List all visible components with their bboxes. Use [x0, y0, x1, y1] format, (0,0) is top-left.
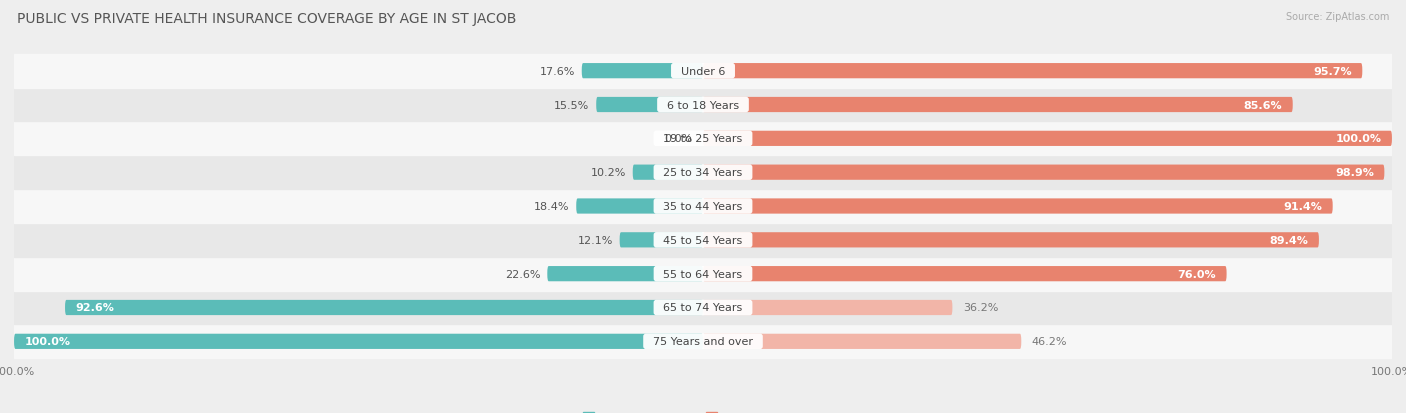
FancyBboxPatch shape — [547, 266, 703, 282]
FancyBboxPatch shape — [703, 131, 1392, 147]
Text: PUBLIC VS PRIVATE HEALTH INSURANCE COVERAGE BY AGE IN ST JACOB: PUBLIC VS PRIVATE HEALTH INSURANCE COVER… — [17, 12, 516, 26]
FancyBboxPatch shape — [703, 165, 1385, 180]
Bar — [14, 156, 1392, 190]
FancyBboxPatch shape — [596, 97, 703, 113]
Text: 15.5%: 15.5% — [554, 100, 589, 110]
FancyBboxPatch shape — [703, 64, 1362, 79]
Text: 65 to 74 Years: 65 to 74 Years — [657, 303, 749, 313]
Text: 12.1%: 12.1% — [578, 235, 613, 245]
FancyBboxPatch shape — [703, 97, 1292, 113]
Text: 25 to 34 Years: 25 to 34 Years — [657, 168, 749, 178]
Text: 100.0%: 100.0% — [24, 337, 70, 347]
FancyBboxPatch shape — [633, 165, 703, 180]
FancyBboxPatch shape — [620, 233, 703, 248]
Bar — [14, 122, 1392, 156]
Text: 36.2%: 36.2% — [963, 303, 998, 313]
Text: 55 to 64 Years: 55 to 64 Years — [657, 269, 749, 279]
Text: 17.6%: 17.6% — [540, 66, 575, 76]
Text: 45 to 54 Years: 45 to 54 Years — [657, 235, 749, 245]
Text: Source: ZipAtlas.com: Source: ZipAtlas.com — [1285, 12, 1389, 22]
Text: 92.6%: 92.6% — [76, 303, 114, 313]
Text: 19 to 25 Years: 19 to 25 Years — [657, 134, 749, 144]
FancyBboxPatch shape — [703, 233, 1319, 248]
FancyBboxPatch shape — [703, 199, 1333, 214]
Text: 46.2%: 46.2% — [1032, 337, 1067, 347]
Text: Under 6: Under 6 — [673, 66, 733, 76]
Bar — [14, 88, 1392, 122]
Text: 91.4%: 91.4% — [1284, 202, 1323, 211]
Text: 22.6%: 22.6% — [505, 269, 540, 279]
FancyBboxPatch shape — [703, 334, 1021, 349]
Bar — [14, 55, 1392, 88]
Bar — [14, 223, 1392, 257]
Bar — [14, 257, 1392, 291]
Text: 89.4%: 89.4% — [1270, 235, 1309, 245]
FancyBboxPatch shape — [703, 300, 952, 316]
FancyBboxPatch shape — [582, 64, 703, 79]
FancyBboxPatch shape — [703, 266, 1226, 282]
FancyBboxPatch shape — [14, 334, 703, 349]
Bar — [14, 190, 1392, 223]
Text: 18.4%: 18.4% — [534, 202, 569, 211]
FancyBboxPatch shape — [65, 300, 703, 316]
Text: 76.0%: 76.0% — [1178, 269, 1216, 279]
Text: 10.2%: 10.2% — [591, 168, 626, 178]
Text: 35 to 44 Years: 35 to 44 Years — [657, 202, 749, 211]
Legend: Public Insurance, Private Insurance: Public Insurance, Private Insurance — [579, 408, 827, 413]
Text: 85.6%: 85.6% — [1244, 100, 1282, 110]
Text: 75 Years and over: 75 Years and over — [645, 337, 761, 347]
FancyBboxPatch shape — [576, 199, 703, 214]
Bar — [14, 325, 1392, 358]
Bar — [14, 291, 1392, 325]
Text: 6 to 18 Years: 6 to 18 Years — [659, 100, 747, 110]
Text: 95.7%: 95.7% — [1313, 66, 1353, 76]
Text: 100.0%: 100.0% — [1336, 134, 1382, 144]
Text: 98.9%: 98.9% — [1336, 168, 1374, 178]
Text: 0.0%: 0.0% — [665, 134, 693, 144]
